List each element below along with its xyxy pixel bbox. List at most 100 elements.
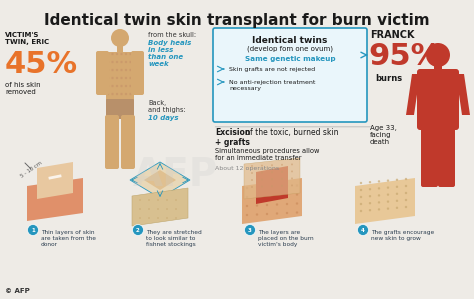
Text: The layers are
placed on the burn
victim's body: The layers are placed on the burn victim…: [258, 230, 314, 247]
Circle shape: [396, 186, 398, 188]
Circle shape: [281, 178, 283, 180]
Polygon shape: [132, 188, 188, 226]
Text: The grafts encourage
new skin to grow: The grafts encourage new skin to grow: [371, 230, 434, 241]
Circle shape: [111, 29, 129, 47]
Circle shape: [129, 93, 132, 95]
Circle shape: [276, 194, 278, 197]
Text: They are stretched
to look similar to
fishnet stockings: They are stretched to look similar to fi…: [146, 230, 202, 247]
Circle shape: [246, 214, 248, 216]
Circle shape: [396, 200, 398, 202]
Text: About 12 operations: About 12 operations: [215, 166, 279, 171]
Circle shape: [360, 210, 362, 212]
Circle shape: [266, 195, 268, 197]
Circle shape: [111, 69, 114, 71]
Circle shape: [296, 202, 298, 205]
Circle shape: [369, 202, 371, 205]
Circle shape: [261, 172, 263, 174]
Circle shape: [251, 186, 253, 188]
Text: Identical twins: Identical twins: [252, 36, 328, 45]
Circle shape: [116, 53, 118, 55]
Circle shape: [261, 179, 263, 181]
Polygon shape: [406, 74, 420, 115]
Polygon shape: [242, 178, 302, 224]
Circle shape: [129, 69, 132, 71]
Circle shape: [261, 165, 263, 167]
Circle shape: [378, 201, 380, 204]
Text: Age 33,
facing
death: Age 33, facing death: [370, 125, 397, 145]
Text: from the skull:: from the skull:: [148, 32, 196, 38]
Circle shape: [246, 187, 248, 189]
Circle shape: [120, 77, 123, 79]
Circle shape: [107, 61, 109, 63]
Circle shape: [396, 179, 398, 181]
Text: 10 days: 10 days: [148, 115, 179, 121]
Circle shape: [286, 212, 288, 214]
Polygon shape: [355, 178, 415, 224]
Circle shape: [175, 199, 177, 201]
Circle shape: [286, 185, 288, 187]
Circle shape: [369, 195, 371, 197]
Circle shape: [281, 164, 283, 166]
Circle shape: [357, 225, 368, 236]
Circle shape: [360, 196, 362, 198]
FancyBboxPatch shape: [421, 123, 438, 187]
Circle shape: [281, 171, 283, 173]
Circle shape: [129, 61, 132, 63]
Circle shape: [396, 193, 398, 195]
Text: VICTIM'S
TWIN, ERIC: VICTIM'S TWIN, ERIC: [5, 32, 49, 45]
Circle shape: [111, 93, 114, 95]
Circle shape: [120, 85, 123, 87]
Circle shape: [175, 208, 177, 210]
Circle shape: [129, 85, 132, 87]
Circle shape: [291, 163, 293, 165]
Circle shape: [111, 85, 114, 87]
Text: of his skin
removed: of his skin removed: [5, 82, 41, 95]
Text: 3: 3: [248, 228, 252, 234]
Circle shape: [296, 184, 298, 187]
Circle shape: [405, 192, 407, 194]
Circle shape: [360, 182, 362, 184]
Circle shape: [120, 93, 123, 95]
Circle shape: [133, 225, 144, 236]
Circle shape: [256, 213, 258, 216]
Circle shape: [116, 85, 118, 87]
Circle shape: [405, 185, 407, 187]
Circle shape: [369, 209, 371, 211]
Polygon shape: [37, 162, 73, 199]
Text: of the toxic, burned skin: of the toxic, burned skin: [243, 128, 338, 137]
Text: 5 - 10 cm: 5 - 10 cm: [20, 160, 43, 179]
Circle shape: [266, 213, 268, 215]
Circle shape: [111, 53, 114, 55]
Circle shape: [276, 212, 278, 215]
Text: Excision: Excision: [215, 128, 250, 137]
Polygon shape: [456, 74, 470, 115]
Circle shape: [175, 217, 177, 219]
Circle shape: [271, 185, 273, 187]
Text: Simultaneous procedures allow
for an immediate transfer: Simultaneous procedures allow for an imm…: [215, 148, 319, 161]
Text: Skin grafts are not rejected: Skin grafts are not rejected: [229, 67, 315, 72]
Circle shape: [125, 85, 127, 87]
FancyBboxPatch shape: [121, 115, 135, 169]
Circle shape: [378, 194, 380, 197]
Circle shape: [378, 208, 380, 210]
Circle shape: [129, 77, 132, 79]
Circle shape: [166, 199, 168, 201]
Text: No anti-rejection treatment
necessary: No anti-rejection treatment necessary: [229, 80, 315, 91]
Circle shape: [286, 203, 288, 205]
Text: Thin layers of skin
are taken from the
donor: Thin layers of skin are taken from the d…: [41, 230, 96, 247]
Circle shape: [107, 85, 109, 87]
FancyBboxPatch shape: [131, 51, 144, 95]
FancyBboxPatch shape: [105, 115, 119, 169]
Circle shape: [387, 208, 389, 210]
Circle shape: [166, 208, 168, 210]
Circle shape: [360, 189, 362, 191]
Circle shape: [125, 77, 127, 79]
Circle shape: [251, 179, 253, 181]
FancyBboxPatch shape: [438, 123, 455, 187]
Circle shape: [125, 53, 127, 55]
Circle shape: [256, 204, 258, 207]
Text: 4: 4: [361, 228, 365, 234]
FancyBboxPatch shape: [106, 99, 134, 119]
Circle shape: [266, 186, 268, 188]
Circle shape: [120, 69, 123, 71]
